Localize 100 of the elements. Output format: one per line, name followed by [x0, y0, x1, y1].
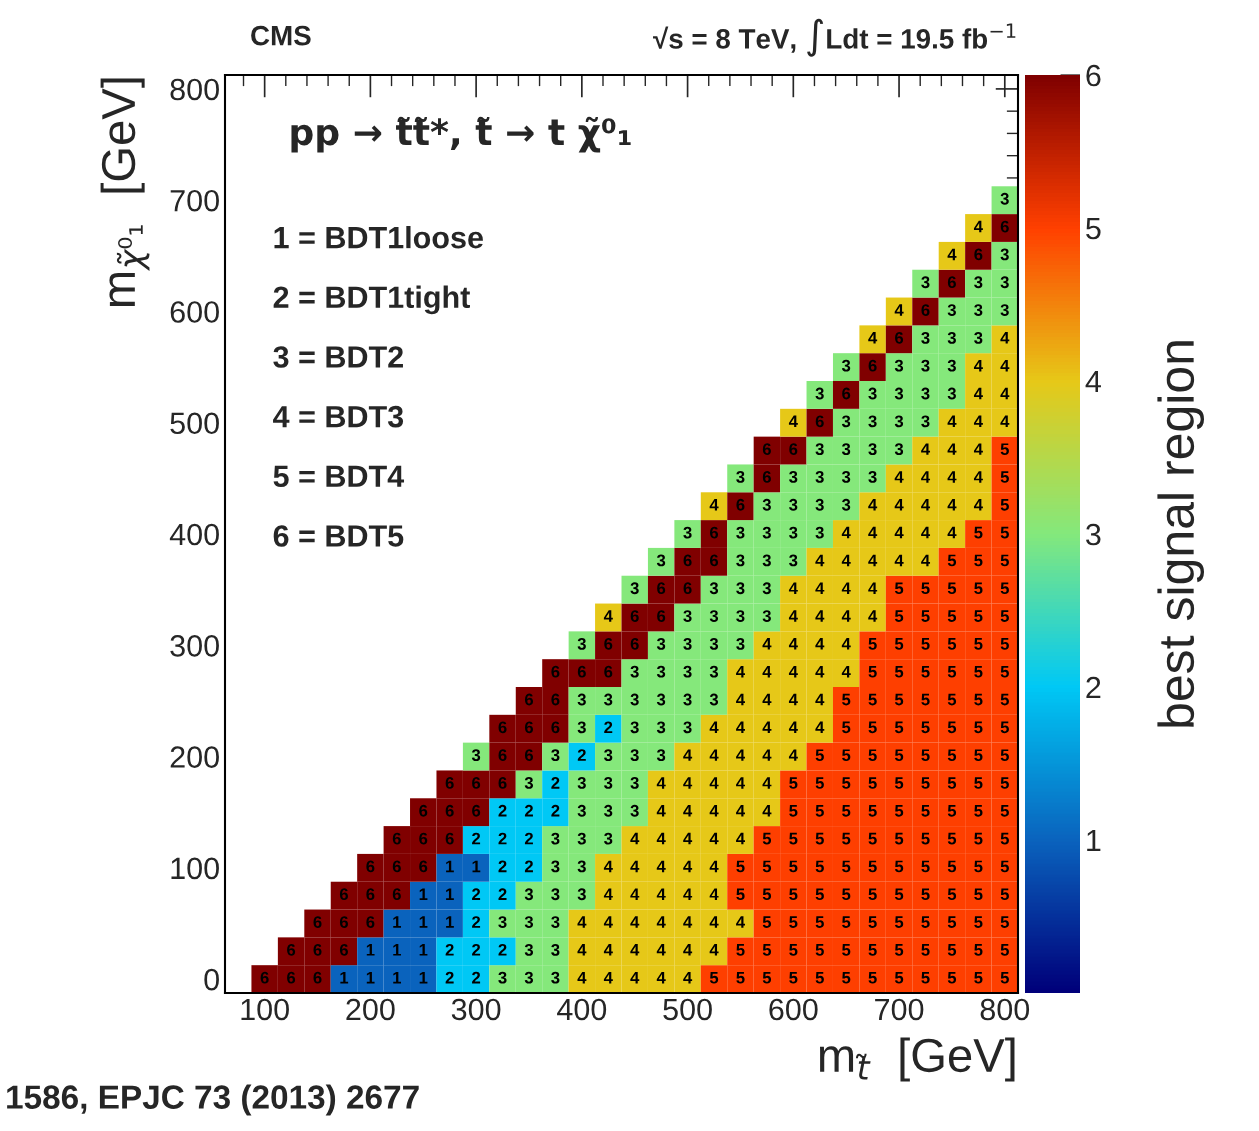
data-label: 3	[551, 832, 560, 845]
data-label: 4	[709, 749, 719, 761]
data-label: 5	[921, 693, 930, 706]
data-label: 6	[313, 971, 322, 984]
data-label: 5	[921, 665, 930, 678]
data-label: 3	[577, 888, 586, 901]
data-label: 5	[842, 805, 851, 817]
data-label: 6	[313, 916, 322, 928]
data-label: 4	[656, 805, 666, 817]
data-label: 4	[921, 554, 931, 567]
data-label: 5	[921, 805, 930, 817]
color-bar-label: 5	[1086, 218, 1101, 240]
data-label: 3	[815, 471, 824, 483]
annotation: 6 = BDT5	[273, 525, 404, 547]
data-label: 4	[656, 944, 666, 956]
data-label: 2	[577, 749, 586, 761]
data-label: 3	[630, 582, 639, 595]
data-label: 4	[709, 777, 719, 789]
data-label: 3	[577, 777, 586, 789]
data-label: 2	[604, 721, 613, 734]
data-label: 1	[419, 971, 428, 984]
data-label: 3	[921, 331, 930, 344]
data-label: 4	[921, 499, 931, 511]
data-label: 4	[788, 749, 798, 761]
data-label: 1	[419, 888, 428, 900]
data-label: 5	[868, 721, 877, 734]
data-label: 6	[339, 916, 348, 928]
data-label: 5	[789, 944, 798, 956]
data-label: 5	[1000, 749, 1009, 762]
data-label: 3	[709, 582, 719, 595]
data-label: 3	[947, 304, 956, 316]
data-label: 3	[868, 471, 877, 483]
data-label: 4	[1000, 415, 1010, 428]
data-label: 4	[973, 415, 983, 428]
data-label: 6	[709, 554, 719, 567]
data-label: 5	[1000, 860, 1009, 873]
data-label: 3	[656, 554, 666, 567]
data-label: 4	[868, 332, 878, 344]
data-label: 4	[894, 304, 904, 316]
data-label: 5	[947, 805, 957, 817]
data-label: 4	[788, 582, 798, 594]
color-bar-label: 4	[1085, 371, 1101, 393]
data-label: 5	[1000, 499, 1009, 511]
data-label: 5	[1000, 471, 1009, 483]
data-label: 6	[419, 860, 428, 873]
data-label: 5	[736, 944, 745, 956]
data-label: 5	[974, 832, 983, 845]
data-label: 4	[736, 777, 745, 789]
data-label: 5	[894, 916, 904, 928]
data-label: 4	[683, 860, 693, 873]
data-label: 4	[788, 721, 798, 734]
data-label: 4	[603, 944, 613, 956]
data-label: 1	[446, 916, 454, 928]
data-label: 3	[630, 749, 639, 762]
data-label: 4	[683, 971, 693, 984]
data-label: 3	[762, 610, 771, 622]
data-label: 2	[472, 888, 481, 900]
data-label: 5	[921, 749, 930, 762]
data-label: 5	[947, 721, 957, 734]
data-label: 3	[577, 804, 586, 817]
data-label: 6	[736, 498, 745, 511]
data-label: 6	[472, 804, 481, 817]
data-label: 3	[656, 665, 666, 678]
data-label: 3	[577, 693, 586, 706]
data-label: 3	[789, 526, 798, 539]
data-label: 6	[445, 777, 454, 789]
data-label: 1	[472, 860, 481, 873]
data-label: 3	[1000, 304, 1009, 316]
data-label: 3	[815, 443, 824, 456]
color-bar-label: 2	[1086, 676, 1101, 699]
data-label: 2	[524, 804, 533, 817]
data-label: 4	[762, 721, 772, 734]
data-label: 3	[815, 387, 824, 400]
data-label: 5	[947, 665, 957, 678]
data-label: 5	[921, 721, 930, 734]
data-label: 3	[815, 498, 824, 511]
annotation: 4 = BDT3	[273, 405, 404, 428]
data-label: 5	[1000, 805, 1009, 817]
data-label: 5	[1000, 944, 1009, 956]
annotation: 5 = BDT4	[273, 465, 405, 488]
data-label: 6	[1000, 220, 1009, 233]
data-label: 3	[709, 693, 719, 706]
data-label: 4	[709, 805, 719, 817]
data-label: 5	[736, 860, 745, 873]
y-tick-label: 300	[170, 635, 219, 657]
data-label: 4	[788, 693, 798, 706]
data-label: 4	[947, 443, 957, 455]
data-label: 4	[762, 805, 772, 817]
data-label: 4	[630, 860, 640, 873]
data-label: 3	[868, 443, 877, 456]
data-label: 5	[921, 944, 930, 956]
data-label: 6	[709, 526, 719, 539]
data-label: 3	[524, 916, 534, 928]
data-label: 5	[921, 777, 930, 789]
data-label: 1	[393, 916, 401, 928]
data-label: 3	[736, 526, 745, 539]
y-tick-label: 600	[170, 301, 219, 323]
data-label: 4	[736, 693, 745, 706]
data-label: 2	[498, 804, 507, 817]
data-label: 5	[974, 971, 983, 984]
